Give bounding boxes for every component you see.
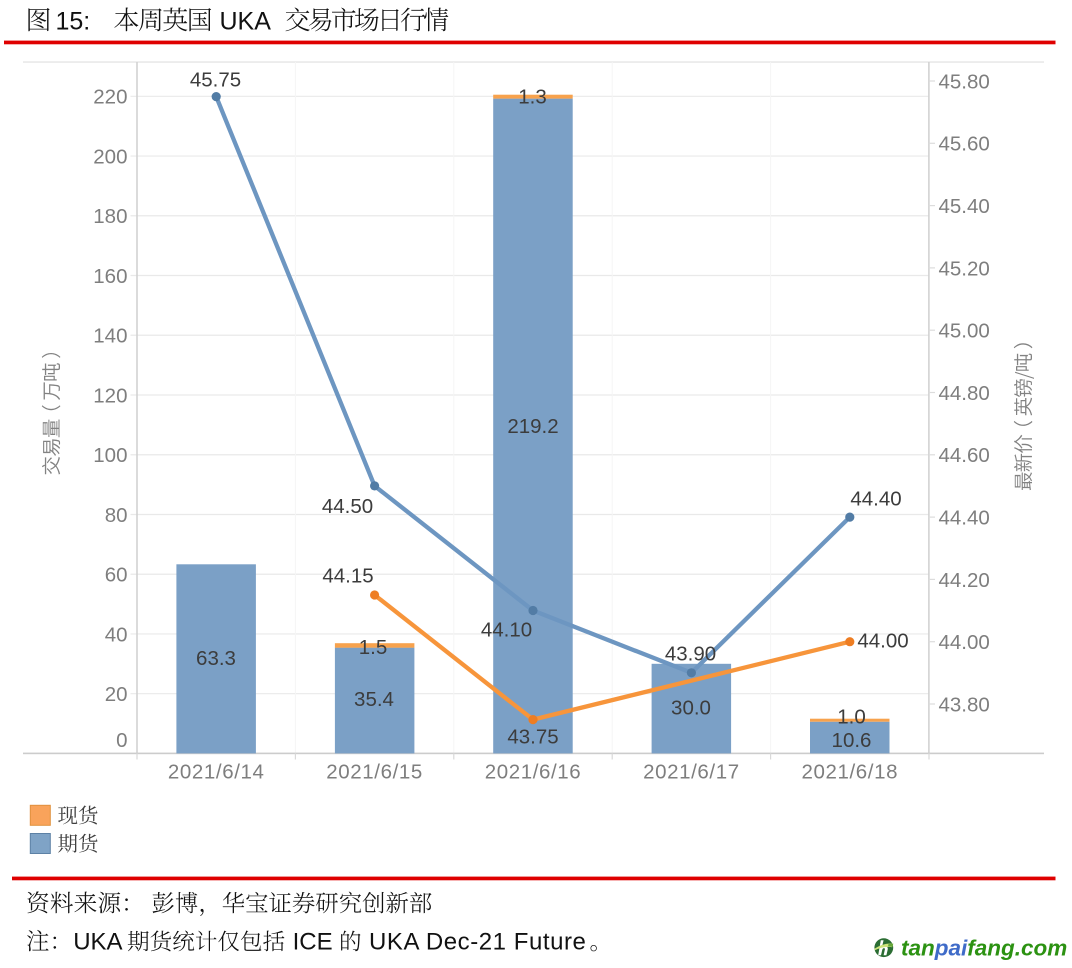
- svg-text:60: 60: [105, 564, 128, 587]
- svg-text:20: 20: [105, 683, 128, 706]
- svg-text:200: 200: [93, 145, 127, 168]
- svg-text:40: 40: [105, 623, 128, 646]
- svg-text:44.00: 44.00: [939, 631, 990, 654]
- svg-text:1.5: 1.5: [359, 636, 388, 659]
- svg-text:15:: 15:: [56, 7, 91, 35]
- svg-text:2021/6/15: 2021/6/15: [326, 760, 423, 783]
- svg-text:0: 0: [116, 729, 127, 752]
- svg-text:UKA Dec-21 Future: UKA Dec-21 Future: [369, 929, 586, 956]
- svg-text:30.0: 30.0: [671, 696, 711, 719]
- svg-text:44.50: 44.50: [322, 495, 373, 518]
- svg-text:45.80: 45.80: [939, 70, 990, 93]
- svg-text:ICE: ICE: [293, 929, 333, 956]
- svg-text:44.60: 44.60: [939, 444, 990, 467]
- svg-text:1.3: 1.3: [518, 85, 547, 108]
- svg-text:140: 140: [93, 325, 127, 348]
- svg-text:45.00: 45.00: [939, 320, 990, 343]
- svg-text:tanpaifang.com: tanpaifang.com: [901, 935, 1067, 960]
- svg-text:43.90: 43.90: [665, 642, 716, 665]
- svg-text:45.60: 45.60: [939, 133, 990, 156]
- svg-text:44.20: 44.20: [939, 569, 990, 592]
- svg-text:100: 100: [93, 444, 127, 467]
- svg-text:2021/6/18: 2021/6/18: [801, 760, 898, 783]
- svg-text:1.0: 1.0: [837, 706, 866, 729]
- svg-text:44.40: 44.40: [850, 487, 901, 510]
- svg-text:43.75: 43.75: [507, 725, 558, 748]
- svg-text:10.6: 10.6: [832, 729, 872, 752]
- svg-text:2021/6/17: 2021/6/17: [643, 760, 740, 783]
- svg-text:219.2: 219.2: [507, 415, 558, 438]
- svg-text:44.00: 44.00: [857, 629, 908, 652]
- svg-text:UKA: UKA: [220, 7, 272, 35]
- svg-text:44.40: 44.40: [939, 507, 990, 530]
- svg-text:UKA: UKA: [73, 929, 122, 956]
- svg-text:44.10: 44.10: [481, 618, 532, 641]
- svg-text:220: 220: [93, 86, 127, 109]
- svg-text:44.80: 44.80: [939, 382, 990, 405]
- svg-text:2021/6/16: 2021/6/16: [485, 760, 582, 783]
- svg-text:80: 80: [105, 504, 128, 527]
- svg-text:180: 180: [93, 205, 127, 228]
- svg-text:44.15: 44.15: [322, 564, 373, 587]
- svg-text:120: 120: [93, 384, 127, 407]
- svg-text:43.80: 43.80: [939, 693, 990, 716]
- svg-text:45.20: 45.20: [939, 257, 990, 280]
- svg-text:2021/6/14: 2021/6/14: [168, 760, 265, 783]
- svg-text:45.75: 45.75: [190, 68, 241, 91]
- svg-text:160: 160: [93, 265, 127, 288]
- svg-text:45.40: 45.40: [939, 195, 990, 218]
- svg-text:35.4: 35.4: [354, 688, 394, 711]
- svg-text:63.3: 63.3: [196, 647, 236, 670]
